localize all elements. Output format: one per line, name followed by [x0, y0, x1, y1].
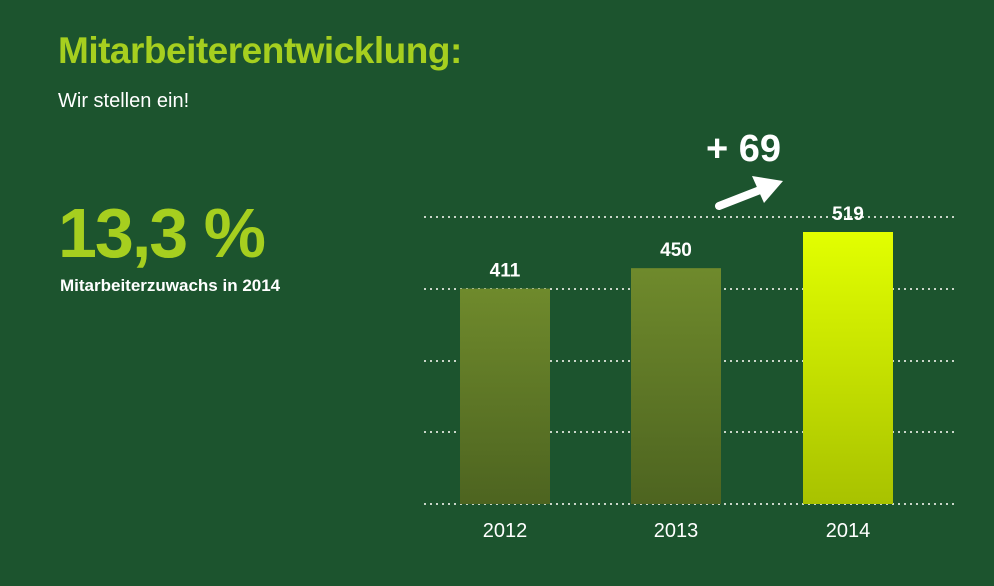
- trend-arrow-icon: [715, 176, 783, 210]
- value-label-2013: 450: [660, 240, 692, 261]
- page-subtitle: Wir stellen ein!: [58, 90, 190, 112]
- bar-2013: [631, 268, 721, 504]
- value-labels: 411 450 519: [490, 204, 864, 282]
- tick-label-2012: 2012: [483, 520, 528, 542]
- x-tick-labels: 2012 2013 2014: [483, 520, 871, 542]
- value-label-2014: 519: [832, 204, 864, 225]
- tick-label-2014: 2014: [826, 520, 871, 542]
- growth-caption: Mitarbeiterzuwachs in 2014: [60, 276, 281, 295]
- page-title: Mitarbeiterentwicklung:: [58, 30, 462, 71]
- tick-label-2013: 2013: [654, 520, 699, 542]
- bars: [460, 232, 893, 504]
- bar-2014: [803, 232, 893, 504]
- bar-2012: [460, 288, 550, 504]
- delta-label: + 69: [706, 128, 782, 170]
- growth-percentage: 13,3 %: [58, 194, 266, 272]
- value-label-2012: 411: [490, 261, 521, 282]
